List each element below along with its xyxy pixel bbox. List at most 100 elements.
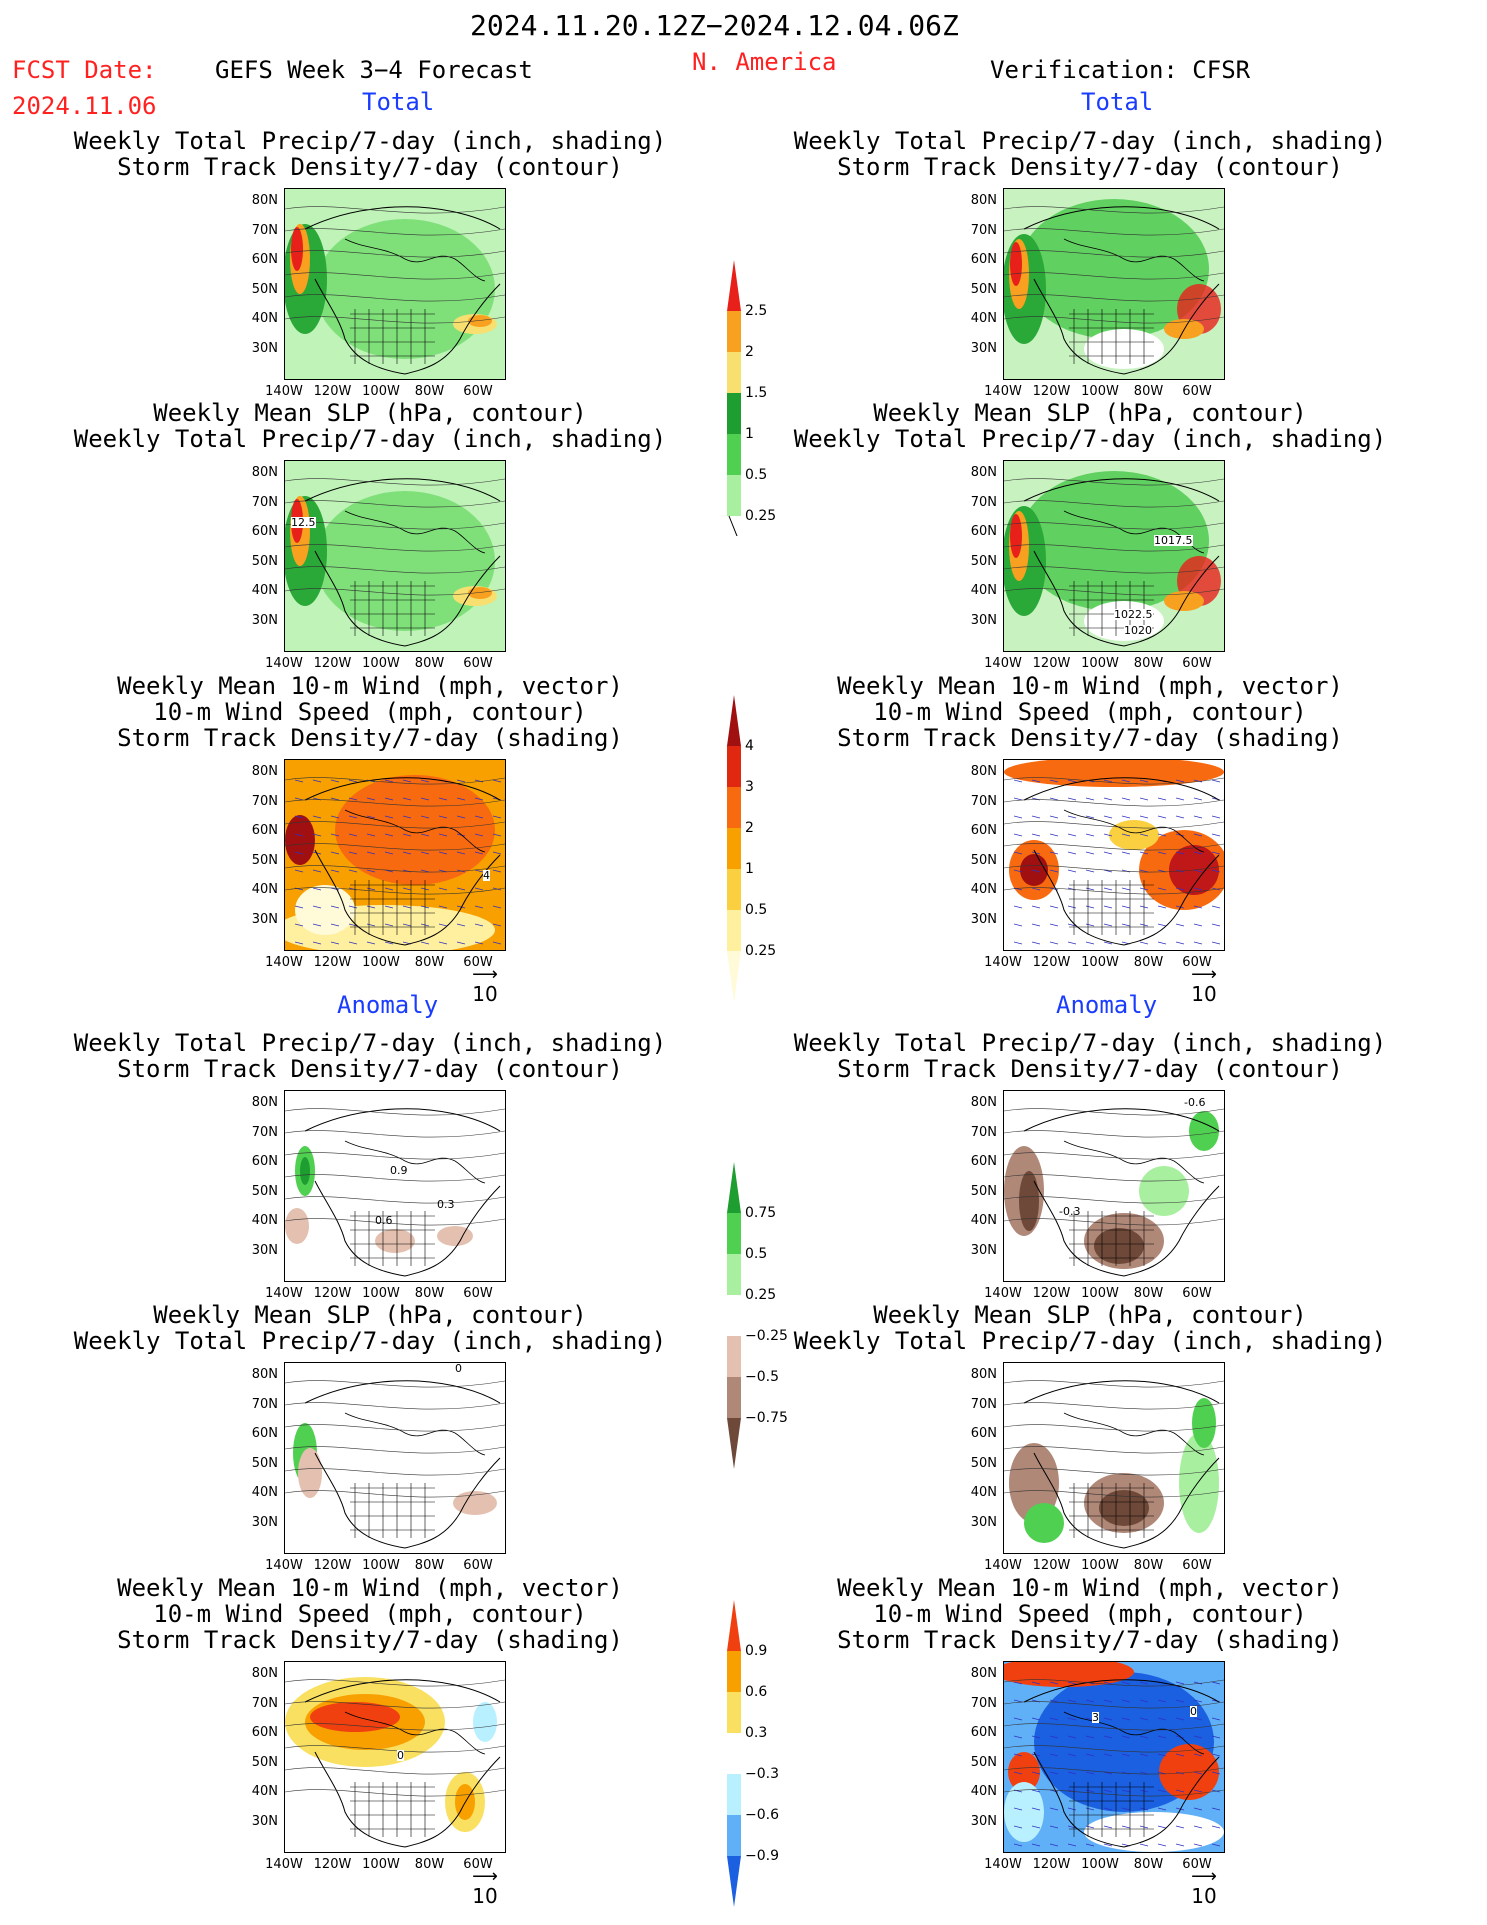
panel-title-precip-total-right: Weekly Total Precip/7-day (inch, shading… bbox=[793, 127, 1387, 181]
lat-label: 50N bbox=[251, 1183, 278, 1199]
lat-label: 70N bbox=[251, 1695, 278, 1711]
colorbar-tick-label: 1 bbox=[745, 426, 754, 442]
lon-label: 120W bbox=[313, 1857, 352, 1872]
lat-label: 70N bbox=[251, 1396, 278, 1412]
arrow-right-icon: ⟶ bbox=[1191, 964, 1217, 985]
lon-label: 100W bbox=[362, 1286, 400, 1301]
lat-label: 30N bbox=[251, 1813, 278, 1829]
lon-label: 120W bbox=[1032, 1857, 1071, 1872]
lat-label: 50N bbox=[251, 1754, 278, 1770]
lat-label: 40N bbox=[251, 1485, 278, 1500]
lat-label: 60N bbox=[970, 1154, 997, 1169]
lat-label: 80N bbox=[970, 1095, 997, 1110]
panel-title-wind-total-left: Weekly Mean 10-m Wind (mph, vector) 10-m… bbox=[117, 672, 623, 752]
lon-label: 80W bbox=[414, 1857, 445, 1872]
map-wind-anom-left: 0 bbox=[284, 1661, 506, 1853]
map-precip-total-right bbox=[1003, 188, 1225, 380]
fcst-date-label: FCST Date: bbox=[12, 56, 157, 84]
colorbar-tick-label: 0.5 bbox=[745, 902, 768, 918]
lat-label: 40N bbox=[970, 882, 997, 897]
colorbar-tick-label: −0.25 bbox=[745, 1328, 788, 1344]
lat-label: 70N bbox=[251, 793, 278, 809]
lat-label: 70N bbox=[970, 1124, 997, 1140]
lat-label: 70N bbox=[970, 494, 997, 510]
lat-label: 70N bbox=[970, 793, 997, 809]
colorbar-tick-label: 2 bbox=[745, 344, 754, 360]
panel-title-slp-anom-left: Weekly Mean SLP (hPa, contour) Weekly To… bbox=[73, 1301, 667, 1355]
lat-label: 30N bbox=[251, 911, 278, 927]
vector-ref-value: 10 bbox=[472, 1884, 498, 1908]
colorbar-tick-label: 0.3 bbox=[745, 1725, 768, 1741]
arrow-right-icon: ⟶ bbox=[472, 1866, 498, 1887]
map-wind-total-right bbox=[1003, 759, 1225, 951]
lon-label: 60W bbox=[1182, 1286, 1212, 1301]
lat-label: 80N bbox=[970, 764, 997, 779]
lon-label: 100W bbox=[362, 656, 400, 671]
lon-label: 60W bbox=[463, 384, 493, 399]
lon-label: 100W bbox=[1081, 384, 1119, 399]
panel-title-slp-total-right: Weekly Mean SLP (hPa, contour) Weekly To… bbox=[793, 399, 1387, 453]
lon-label: 80W bbox=[414, 955, 445, 970]
map-precip-anom-left: 0.9 0.6 0.3 bbox=[284, 1090, 506, 1282]
lat-label: 70N bbox=[970, 222, 997, 238]
panel-title-wind-total-right: Weekly Mean 10-m Wind (mph, vector) 10-m… bbox=[837, 672, 1343, 752]
lat-label: 40N bbox=[251, 882, 278, 897]
lat-label: 40N bbox=[970, 1213, 997, 1228]
date-range-title: 2024.11.20.12Z−2024.12.04.06Z bbox=[470, 9, 959, 42]
map-slp-total-right: 1017.5 1022.5 1020 bbox=[1003, 460, 1225, 652]
section-anomaly-right: Anomaly bbox=[1056, 991, 1158, 1019]
lat-label: 60N bbox=[251, 252, 278, 267]
lon-label: 80W bbox=[414, 1558, 445, 1573]
lat-label: 30N bbox=[251, 340, 278, 356]
colorbar-tick-label: −0.3 bbox=[745, 1766, 779, 1782]
lat-label: 40N bbox=[970, 1784, 997, 1799]
panel-title-slp-anom-right: Weekly Mean SLP (hPa, contour) Weekly To… bbox=[793, 1301, 1387, 1355]
contour-label: -0.6 bbox=[1184, 1096, 1206, 1109]
lat-label: 60N bbox=[251, 524, 278, 539]
lat-label: 60N bbox=[970, 252, 997, 267]
contour-label: 3 bbox=[1092, 1711, 1099, 1724]
lon-label: 80W bbox=[1133, 955, 1164, 970]
lat-label: 50N bbox=[970, 1183, 997, 1199]
arrow-right-icon: ⟶ bbox=[472, 964, 498, 985]
panel-title-precip-anom-left: Weekly Total Precip/7-day (inch, shading… bbox=[73, 1029, 667, 1083]
lat-label: 80N bbox=[251, 1367, 278, 1382]
lat-label: 50N bbox=[251, 852, 278, 868]
contour-label: 0.6 bbox=[375, 1214, 393, 1227]
vector-ref-value: 10 bbox=[472, 982, 498, 1006]
lon-label: 60W bbox=[463, 1857, 493, 1872]
contour-label: 4 bbox=[483, 869, 490, 882]
colorbar-tick-label: 3 bbox=[745, 779, 754, 795]
lon-label: 120W bbox=[313, 384, 352, 399]
section-anomaly-left: Anomaly bbox=[337, 991, 439, 1019]
lon-label: 100W bbox=[362, 1857, 400, 1872]
colorbar-tick-label: −0.6 bbox=[745, 1807, 779, 1823]
lat-label: 30N bbox=[251, 1514, 278, 1530]
contour-label: 0.3 bbox=[437, 1198, 455, 1211]
lon-label: 140W bbox=[265, 656, 303, 671]
contour-label: 0 bbox=[397, 1749, 404, 1762]
colorbar-wind-anom bbox=[727, 1590, 741, 1921]
lat-label: 70N bbox=[970, 1695, 997, 1711]
lat-label: 30N bbox=[970, 1813, 997, 1829]
lon-label: 140W bbox=[984, 1857, 1022, 1872]
lon-label: 80W bbox=[1133, 1558, 1164, 1573]
lat-label: 60N bbox=[251, 1725, 278, 1740]
contour-label: 0.9 bbox=[390, 1164, 408, 1177]
region-label: N. America bbox=[692, 48, 837, 76]
lat-label: 30N bbox=[251, 612, 278, 628]
lon-label: 120W bbox=[313, 1558, 352, 1573]
contour-label: -0.3 bbox=[1059, 1205, 1081, 1218]
lat-label: 70N bbox=[251, 494, 278, 510]
colorbar-tick-label: 2.5 bbox=[745, 303, 768, 319]
lat-label: 50N bbox=[970, 852, 997, 868]
vector-ref-right-anom: ⟶ 10 bbox=[1184, 1868, 1224, 1909]
colorbar-tick-label: 2 bbox=[745, 820, 754, 836]
colorbar-tick-label: 0.25 bbox=[745, 943, 777, 959]
lat-label: 60N bbox=[970, 1725, 997, 1740]
contour-label: 1020 bbox=[1124, 624, 1152, 637]
lon-label: 140W bbox=[265, 384, 303, 399]
verification-label: Verification: CFSR bbox=[990, 56, 1251, 84]
lat-label: 40N bbox=[970, 311, 997, 326]
